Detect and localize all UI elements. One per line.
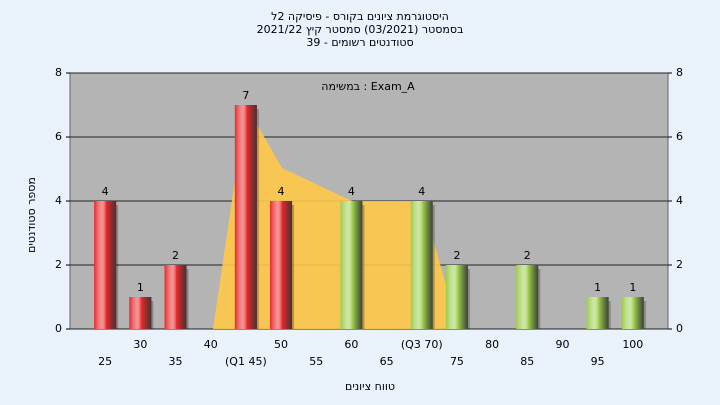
bar-shade bbox=[586, 297, 609, 329]
bar-shade bbox=[94, 201, 117, 329]
y-tick-label: 0 bbox=[55, 322, 62, 335]
chart-title: היסטוגרמת ציונים בקורס - פיסיקה 2ל bbox=[271, 10, 449, 23]
y2-tick-label: 6 bbox=[676, 130, 683, 143]
x-tick-label: 25 bbox=[98, 355, 112, 368]
y2-tick-label: 8 bbox=[676, 66, 683, 79]
data-label: 7 bbox=[242, 89, 249, 102]
chart-subtitle: בסמסטר (03/2021) סמסטר קיץ 2021/22 bbox=[257, 23, 464, 36]
x-tick-label: 30 bbox=[133, 338, 147, 351]
x-tick-label: 55 bbox=[309, 355, 323, 368]
x-tick-label: (Q1 45) bbox=[225, 355, 267, 368]
y-tick-label: 6 bbox=[55, 130, 62, 143]
x-tick-label: 95 bbox=[591, 355, 605, 368]
data-label: 1 bbox=[594, 281, 601, 294]
data-label: 4 bbox=[102, 185, 109, 198]
y-tick-label: 4 bbox=[55, 194, 62, 207]
bar-shade bbox=[410, 201, 433, 329]
data-label: 1 bbox=[137, 281, 144, 294]
x-tick-label: 65 bbox=[380, 355, 394, 368]
y2-tick-label: 2 bbox=[676, 258, 683, 271]
x-axis-label: טווח ציונים bbox=[345, 380, 395, 393]
data-label: 1 bbox=[629, 281, 636, 294]
x-tick-label: 80 bbox=[485, 338, 499, 351]
y2-tick-label: 0 bbox=[676, 322, 683, 335]
y-tick-label: 8 bbox=[55, 66, 62, 79]
y2-tick-label: 4 bbox=[676, 194, 683, 207]
data-label: 2 bbox=[453, 249, 460, 262]
chart-subtitle: סטודנטים רשומים - 39 bbox=[306, 36, 413, 49]
x-tick-label: 60 bbox=[344, 338, 358, 351]
data-label: 4 bbox=[418, 185, 425, 198]
bar-shade bbox=[516, 265, 539, 329]
x-tick-label: 50 bbox=[274, 338, 288, 351]
data-label: 4 bbox=[278, 185, 285, 198]
data-label: 2 bbox=[524, 249, 531, 262]
bar-shade bbox=[129, 297, 152, 329]
bar-shade bbox=[234, 105, 257, 329]
y-axis-label: מספר סטודנטים bbox=[25, 177, 38, 253]
data-label: 4 bbox=[348, 185, 355, 198]
bar-shade bbox=[164, 265, 187, 329]
annotation: במשימה : Exam_A bbox=[321, 80, 415, 93]
x-tick-label: 100 bbox=[622, 338, 643, 351]
data-label: 2 bbox=[172, 249, 179, 262]
y-tick-label: 2 bbox=[55, 258, 62, 271]
x-tick-label: 40 bbox=[204, 338, 218, 351]
bar-shade bbox=[621, 297, 644, 329]
x-tick-label: 90 bbox=[555, 338, 569, 351]
bar-shade bbox=[445, 265, 468, 329]
x-tick-label: (Q3 70) bbox=[401, 338, 443, 351]
x-tick-label: 35 bbox=[169, 355, 183, 368]
x-tick-label: 75 bbox=[450, 355, 464, 368]
x-tick-label: 85 bbox=[520, 355, 534, 368]
bar-shade bbox=[270, 201, 293, 329]
bar-shade bbox=[340, 201, 363, 329]
